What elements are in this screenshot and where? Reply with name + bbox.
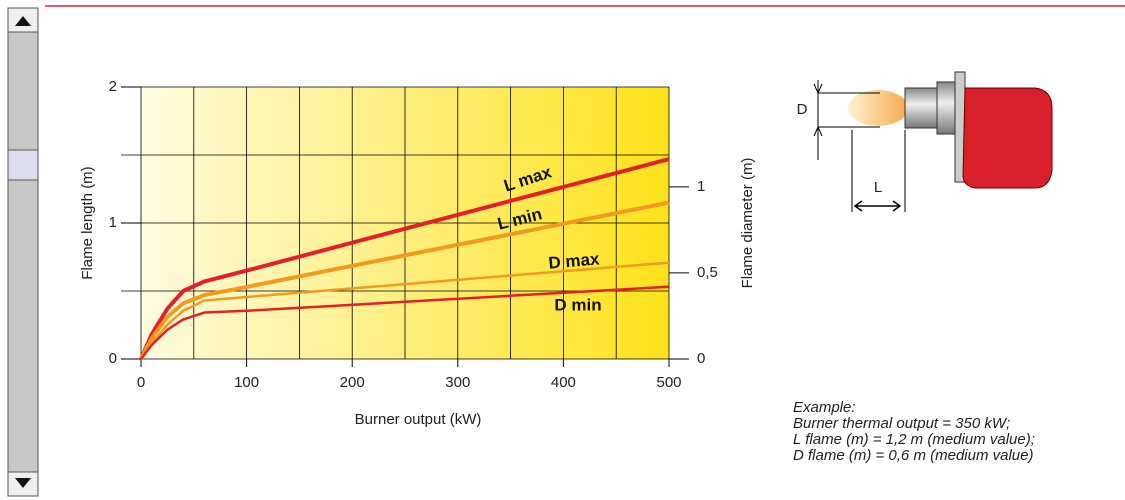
x-tick-label: 500 (656, 374, 681, 391)
example-line: Burner thermal output = 350 kW; (793, 415, 1010, 432)
y2-tick-label: 0,5 (697, 264, 718, 281)
x-tick-label: 200 (340, 374, 365, 391)
x-tick-label: 100 (234, 374, 259, 391)
y-tick-label: 2 (109, 78, 117, 95)
y2-axis-label: Flame diameter (m) (739, 158, 756, 289)
diagram-label: D (797, 101, 808, 118)
scrollbar[interactable] (7, 7, 39, 497)
example-line: D flame (m) = 0,6 m (medium value) (793, 447, 1033, 464)
x-axis-label: Burner output (kW) (355, 411, 482, 428)
y2-tick-label: 0 (697, 350, 705, 367)
example-line: L flame (m) = 1,2 m (medium value); (793, 431, 1035, 448)
series-label: D min (554, 295, 601, 314)
series-line (139, 157, 670, 360)
y2-tick-label: 1 (697, 178, 705, 195)
burner-diagram: D L (797, 71, 1053, 212)
series-label: D max (548, 249, 601, 272)
scroll-track[interactable] (7, 7, 39, 497)
series-line (140, 285, 670, 360)
diagram-label: L (874, 179, 882, 196)
x-tick-label: 300 (445, 374, 470, 391)
y-tick-label: 0 (109, 350, 117, 367)
series-line (139, 200, 670, 360)
scroll-thumb[interactable] (7, 149, 39, 181)
example-line: Example: (793, 399, 856, 416)
y-axis-label: Flame length (m) (79, 166, 96, 279)
x-tick-label: 0 (137, 374, 145, 391)
y-tick-label: 1 (109, 214, 117, 231)
x-tick-label: 400 (551, 374, 576, 391)
